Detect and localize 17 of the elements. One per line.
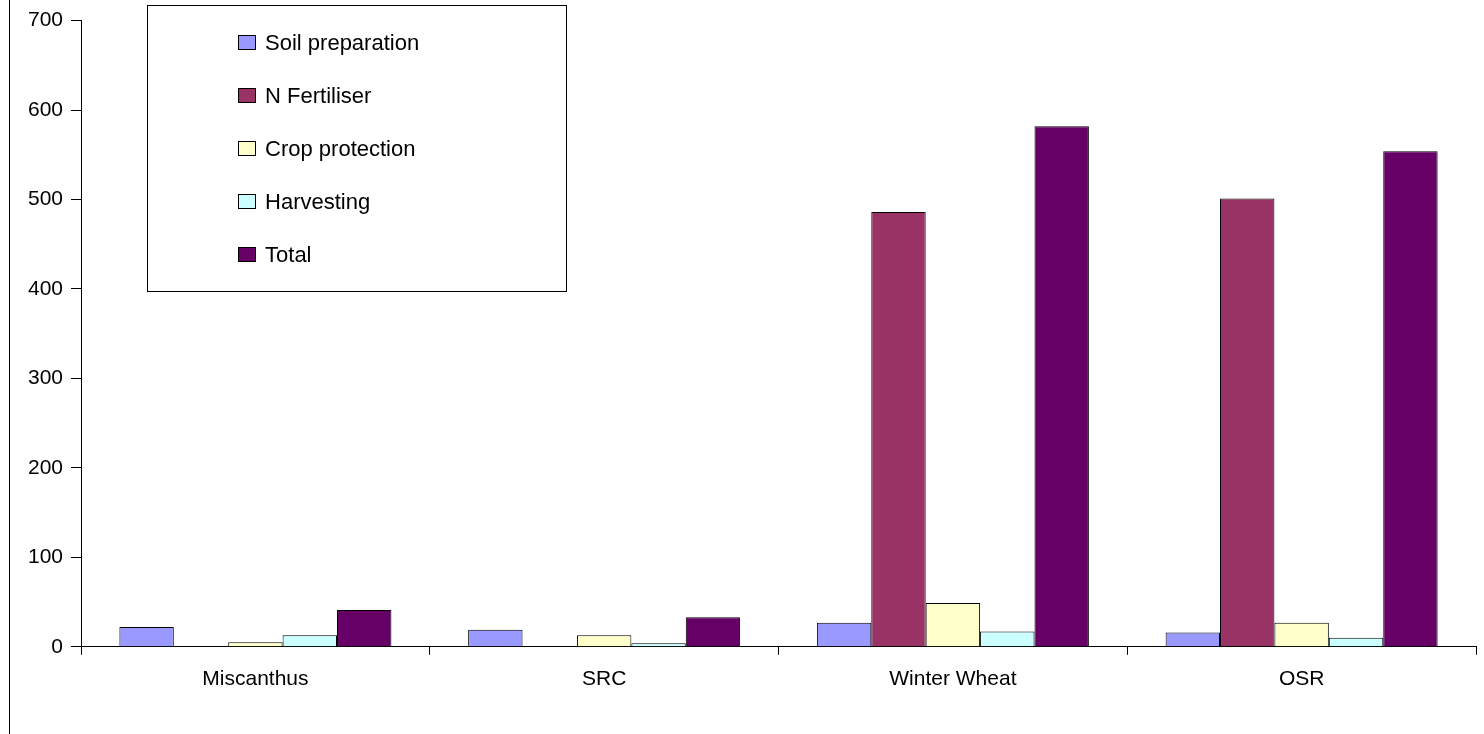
legend-label: N Fertiliser [265,82,372,109]
y-tick-label: 500 [27,186,64,210]
x-tick-label: Miscanthus [202,666,309,690]
x-tick-label: SRC [581,666,627,690]
legend-label: Harvesting [265,188,371,215]
y-tick-label: 600 [27,96,64,120]
y-tick-label: 400 [27,275,64,299]
y-tick-label: 100 [27,544,64,568]
y-tick-label: 300 [27,365,64,389]
x-tick-label: Winter Wheat [889,666,1017,690]
y-tick-label: 200 [27,454,64,478]
x-tick-label: OSR [1278,666,1325,690]
legend-label: Soil preparation [265,29,420,56]
legend-label: Crop protection [265,135,416,162]
y-tick-label: 700 [27,7,64,31]
legend-label: Total [265,241,312,268]
y-tick-label: 0 [51,633,64,657]
